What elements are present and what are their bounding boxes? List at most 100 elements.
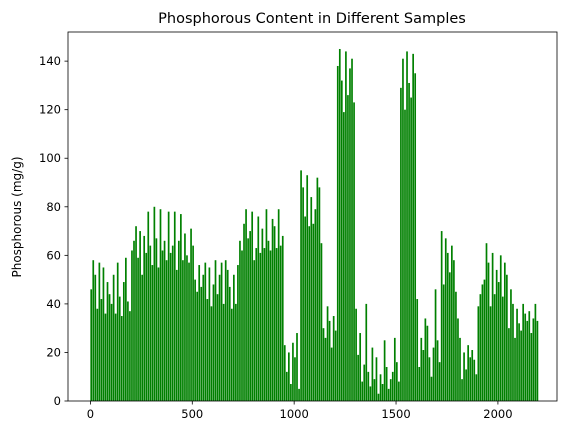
bar (116, 262, 119, 402)
bar (216, 294, 219, 401)
bar (414, 73, 417, 402)
bar (104, 313, 107, 401)
bar (283, 345, 286, 401)
bar (516, 308, 518, 401)
bar (412, 53, 414, 401)
x-tick-label: 1500 (381, 407, 410, 421)
bar (273, 226, 276, 401)
bar (110, 303, 113, 401)
bar (131, 250, 133, 401)
bars-group (90, 48, 539, 402)
bar (188, 262, 190, 402)
bar (349, 68, 351, 401)
bar (420, 337, 423, 401)
x-tick-label: 500 (181, 407, 203, 421)
bar (312, 223, 315, 401)
bar (469, 357, 472, 401)
bar (383, 340, 386, 401)
bar (361, 381, 364, 401)
bar (471, 350, 474, 401)
bar (122, 282, 125, 401)
bar (253, 260, 256, 401)
bar (139, 231, 141, 401)
bar (355, 308, 357, 401)
bar (455, 291, 457, 401)
bar (267, 240, 270, 401)
bar (453, 260, 455, 401)
bar (210, 306, 213, 401)
bar (487, 262, 490, 402)
bar (220, 262, 223, 402)
bar (214, 260, 217, 401)
bar (434, 289, 437, 401)
bar (285, 371, 288, 401)
bar (90, 289, 93, 401)
chart-title: Phosphorous Content in Different Samples (158, 11, 466, 27)
bar (532, 318, 535, 401)
bar (332, 316, 335, 401)
bar (343, 112, 345, 402)
bar (530, 333, 533, 401)
bar (398, 381, 400, 401)
bar (430, 376, 433, 401)
bar (534, 303, 537, 401)
bar (410, 97, 412, 402)
bar (186, 255, 188, 401)
bar (426, 325, 429, 401)
x-tick-label: 1000 (280, 407, 309, 421)
bar (396, 362, 398, 401)
bar (379, 374, 382, 401)
bar (503, 262, 506, 402)
bar (279, 245, 282, 401)
bar (483, 279, 486, 401)
bar (100, 299, 103, 401)
bar (298, 388, 300, 401)
y-tick-label: 80 (46, 200, 61, 214)
bar (322, 328, 325, 401)
bar (224, 260, 227, 401)
bar (259, 252, 262, 401)
bar (175, 269, 178, 401)
bar (479, 294, 482, 401)
bar (314, 209, 317, 401)
bar (241, 250, 243, 401)
bar (316, 177, 319, 401)
bar (387, 388, 390, 401)
bar (373, 379, 376, 401)
bar (206, 299, 209, 401)
bar (385, 367, 388, 401)
bar (393, 337, 396, 401)
bar (520, 330, 522, 401)
bar (473, 359, 476, 401)
bar (184, 233, 186, 401)
bar (106, 282, 109, 401)
bar (485, 243, 488, 401)
bar (269, 250, 272, 401)
bar (161, 250, 164, 401)
bar (357, 354, 359, 402)
bar (127, 301, 129, 401)
bar (501, 296, 504, 401)
bar (347, 95, 349, 402)
bar (239, 240, 241, 401)
bar (129, 311, 131, 401)
bar (243, 223, 245, 401)
bar (324, 337, 327, 401)
bar (524, 313, 527, 401)
bar (261, 228, 264, 401)
y-tick-label: 0 (54, 394, 61, 408)
bar (151, 265, 154, 401)
bar (233, 274, 235, 401)
bar (375, 357, 378, 401)
bar (446, 252, 449, 401)
bar (340, 80, 343, 402)
bar (237, 265, 239, 401)
bar (194, 279, 196, 401)
bar (204, 262, 207, 402)
bar (208, 267, 211, 401)
bar (526, 320, 529, 401)
bar (271, 218, 274, 401)
bar (345, 51, 347, 402)
axes-frame (67, 31, 558, 402)
bar (438, 362, 441, 401)
